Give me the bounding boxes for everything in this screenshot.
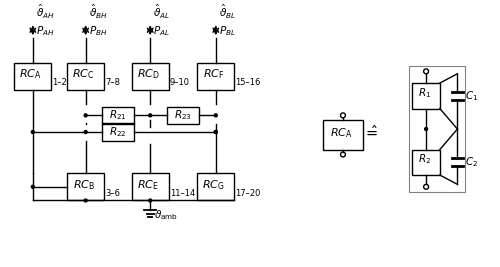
Bar bbox=[197, 173, 234, 201]
Circle shape bbox=[84, 114, 87, 117]
Bar bbox=[324, 120, 362, 150]
Text: $\vartheta_\mathrm{amb}$: $\vartheta_\mathrm{amb}$ bbox=[154, 208, 178, 222]
Circle shape bbox=[32, 185, 34, 188]
Text: $R_{23}$: $R_{23}$ bbox=[174, 108, 192, 122]
Bar bbox=[412, 83, 440, 108]
Text: $RC_\mathrm{A}$: $RC_\mathrm{A}$ bbox=[330, 126, 352, 140]
Text: $R_1$: $R_1$ bbox=[418, 86, 430, 100]
Text: 3–6: 3–6 bbox=[105, 189, 120, 198]
Text: $\hat{=}$: $\hat{=}$ bbox=[362, 125, 378, 140]
Text: $R_{22}$: $R_{22}$ bbox=[109, 125, 127, 139]
Circle shape bbox=[340, 113, 345, 118]
Text: 17–20: 17–20 bbox=[236, 189, 260, 198]
Text: 7–8: 7–8 bbox=[105, 78, 120, 87]
Text: $P_{AH}$: $P_{AH}$ bbox=[36, 24, 54, 38]
Bar bbox=[102, 123, 134, 141]
Text: $P_{BL}$: $P_{BL}$ bbox=[218, 24, 236, 38]
Text: $C_2$: $C_2$ bbox=[465, 155, 478, 169]
Bar bbox=[14, 62, 52, 90]
Text: 9–10: 9–10 bbox=[170, 78, 190, 87]
Circle shape bbox=[340, 152, 345, 157]
Text: $P_{AL}$: $P_{AL}$ bbox=[153, 24, 170, 38]
Text: $R_{21}$: $R_{21}$ bbox=[109, 108, 127, 122]
Bar bbox=[67, 173, 104, 201]
Circle shape bbox=[214, 131, 217, 134]
Circle shape bbox=[84, 199, 87, 202]
Text: 1–2: 1–2 bbox=[52, 78, 67, 87]
Text: $RC_\mathrm{C}$: $RC_\mathrm{C}$ bbox=[72, 67, 95, 81]
Bar bbox=[132, 62, 169, 90]
Text: 15–16: 15–16 bbox=[236, 78, 260, 87]
Text: $RC_\mathrm{F}$: $RC_\mathrm{F}$ bbox=[203, 67, 224, 81]
Circle shape bbox=[214, 114, 217, 117]
Text: $RC_\mathrm{G}$: $RC_\mathrm{G}$ bbox=[202, 178, 225, 192]
Text: $\hat{\vartheta}_{BL}$: $\hat{\vartheta}_{BL}$ bbox=[218, 3, 236, 21]
Text: $RC_\mathrm{A}$: $RC_\mathrm{A}$ bbox=[20, 67, 42, 81]
Text: $\hat{\vartheta}_{AL}$: $\hat{\vartheta}_{AL}$ bbox=[153, 3, 170, 21]
Text: 11–14: 11–14 bbox=[170, 189, 195, 198]
Circle shape bbox=[148, 114, 152, 117]
Text: $C_1$: $C_1$ bbox=[465, 89, 478, 103]
Circle shape bbox=[32, 131, 34, 134]
Text: $RC_\mathrm{B}$: $RC_\mathrm{B}$ bbox=[72, 178, 95, 192]
Text: $P_{BH}$: $P_{BH}$ bbox=[88, 24, 107, 38]
Circle shape bbox=[84, 131, 87, 134]
Bar bbox=[67, 62, 104, 90]
Bar bbox=[412, 150, 440, 175]
Text: $\hat{\vartheta}_{BH}$: $\hat{\vartheta}_{BH}$ bbox=[88, 3, 108, 21]
Bar bbox=[102, 107, 134, 124]
Bar bbox=[410, 66, 465, 192]
Text: $RC_\mathrm{D}$: $RC_\mathrm{D}$ bbox=[137, 67, 160, 81]
Circle shape bbox=[424, 184, 428, 189]
Bar bbox=[168, 107, 198, 124]
Text: $RC_\mathrm{E}$: $RC_\mathrm{E}$ bbox=[138, 178, 159, 192]
Circle shape bbox=[424, 128, 428, 131]
Bar bbox=[132, 173, 169, 201]
Circle shape bbox=[424, 69, 428, 74]
Text: $\hat{\vartheta}_{AH}$: $\hat{\vartheta}_{AH}$ bbox=[36, 3, 54, 21]
Text: $R_2$: $R_2$ bbox=[418, 152, 430, 166]
Bar bbox=[197, 62, 234, 90]
Circle shape bbox=[214, 131, 217, 134]
Circle shape bbox=[148, 199, 152, 202]
